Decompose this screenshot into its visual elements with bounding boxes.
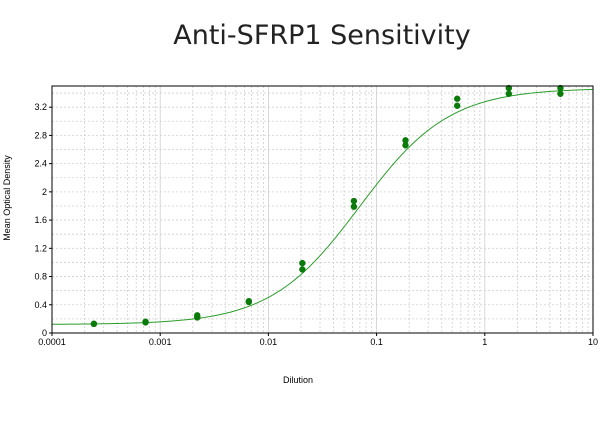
- x-tick-label: 10: [588, 337, 598, 347]
- y-axis-label: Mean Optical Density: [2, 155, 12, 241]
- y-tick-labels: 0 0.4 0.8 1.2 1.6 2 2.4 2.8 3.2: [34, 102, 52, 338]
- data-point: [299, 259, 306, 267]
- data-point: [454, 102, 461, 109]
- x-tick-label: 0.001: [149, 337, 172, 347]
- data-point: [90, 320, 98, 328]
- fit-curve-path: [51, 88, 594, 325]
- data-point: [350, 203, 358, 210]
- y-tick-label: 2.4: [34, 159, 47, 169]
- grid: [52, 86, 593, 333]
- x-tick-label: 0.0001: [38, 337, 66, 347]
- x-tick-label: 1: [482, 337, 487, 347]
- plot-frame: [51, 85, 594, 334]
- x-tick-label: 0.1: [370, 337, 383, 347]
- x-axis-label: Dilution: [283, 375, 313, 385]
- y-tick-label: 3.2: [34, 102, 47, 112]
- data-point: [454, 95, 461, 102]
- data-point: [142, 318, 149, 325]
- y-tick-label: 1.2: [34, 243, 47, 253]
- data-point: [402, 142, 409, 149]
- chart-title: Anti-SFRP1 Sensitivity: [173, 20, 471, 51]
- data-points: [90, 84, 564, 328]
- data-point: [194, 312, 201, 319]
- y-tick-label: 2: [42, 187, 47, 197]
- data-point: [505, 90, 513, 97]
- y-tick-label: 1.6: [34, 215, 47, 225]
- y-tick-label: 0: [42, 328, 47, 338]
- data-point: [245, 298, 253, 305]
- data-point: [299, 266, 306, 273]
- data-point: [557, 90, 564, 97]
- fit-curve: [51, 88, 594, 325]
- data-point: [505, 84, 513, 92]
- data-point: [350, 197, 358, 205]
- data-point: [557, 84, 564, 92]
- x-tick-labels: 0.0001 0.001 0.01 0.1 1 10: [38, 333, 598, 347]
- y-tick-label: 0.4: [34, 300, 47, 310]
- x-tick-label: 0.01: [260, 337, 278, 347]
- data-point: [402, 137, 409, 144]
- y-tick-label: 0.8: [34, 272, 47, 282]
- y-tick-label: 2.8: [34, 130, 47, 140]
